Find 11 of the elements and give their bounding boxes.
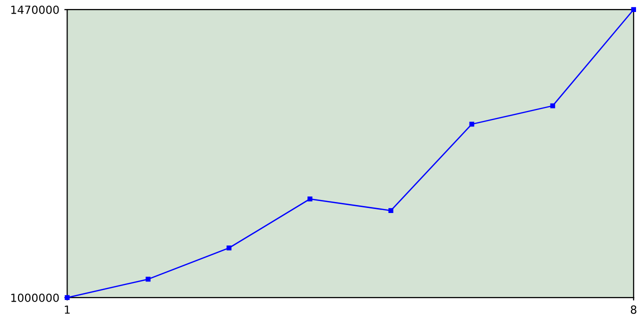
x-tick-label: 8	[630, 305, 636, 314]
x-tick-label: 1	[64, 306, 70, 314]
point	[226, 246, 232, 250]
point	[388, 208, 394, 214]
y-tick-label: 1000000	[11, 294, 59, 302]
y-tick-label: 1470000	[11, 6, 59, 14]
point	[146, 276, 151, 282]
point	[469, 122, 474, 127]
point	[550, 103, 556, 108]
point	[631, 7, 636, 12]
point	[308, 196, 312, 202]
